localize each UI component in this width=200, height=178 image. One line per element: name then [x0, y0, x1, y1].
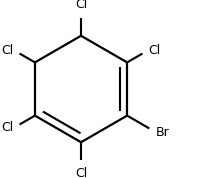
Text: Cl: Cl [1, 121, 14, 134]
Text: Cl: Cl [148, 44, 161, 57]
Text: Cl: Cl [75, 0, 87, 11]
Text: Cl: Cl [75, 167, 87, 178]
Text: Br: Br [156, 126, 170, 139]
Text: Cl: Cl [1, 44, 14, 57]
